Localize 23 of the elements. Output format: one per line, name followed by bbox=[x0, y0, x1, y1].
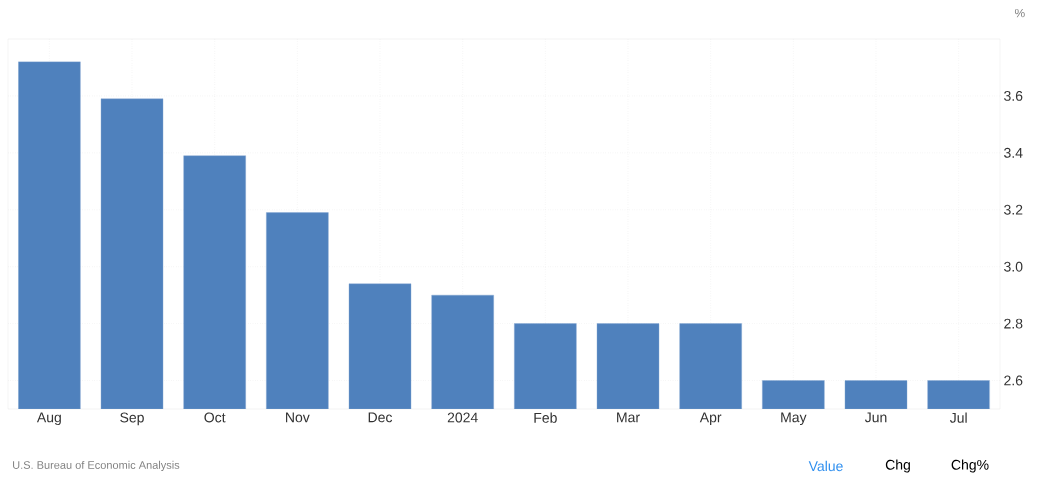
x-tick-label: Sep bbox=[120, 412, 144, 426]
y-tick-label: 2.6 bbox=[1004, 375, 1023, 386]
x-tick-label: Oct bbox=[204, 412, 226, 423]
x-tick-label: May bbox=[781, 412, 807, 426]
x-tick-label: Feb bbox=[534, 412, 557, 423]
x-tick-label: Jul bbox=[949, 412, 967, 423]
x-tick-label: Apr bbox=[699, 412, 722, 426]
x-tick-label: Jun bbox=[864, 412, 887, 423]
x-tick-label: 2024 bbox=[447, 412, 478, 423]
y-tick-label: 3.6 bbox=[1004, 90, 1023, 101]
y-tick-label: 2.8 bbox=[1004, 318, 1023, 329]
y-axis-title: % bbox=[1014, 8, 1025, 18]
text: Chg bbox=[885, 459, 910, 473]
text: Value bbox=[808, 460, 843, 472]
text: Chg% bbox=[951, 459, 989, 473]
text: U.S. Bureau of Economic Analysis bbox=[13, 460, 180, 472]
x-tick-label: Mar bbox=[617, 412, 640, 423]
x-tick-label: Dec bbox=[368, 412, 393, 423]
y-tick-label: 3.2 bbox=[1004, 204, 1023, 215]
y-tick-label: 3.4 bbox=[1004, 147, 1023, 158]
x-tick-label: Nov bbox=[286, 412, 310, 423]
y-tick-label: 3.0 bbox=[1004, 261, 1023, 272]
x-tick-label: Aug bbox=[36, 412, 61, 426]
